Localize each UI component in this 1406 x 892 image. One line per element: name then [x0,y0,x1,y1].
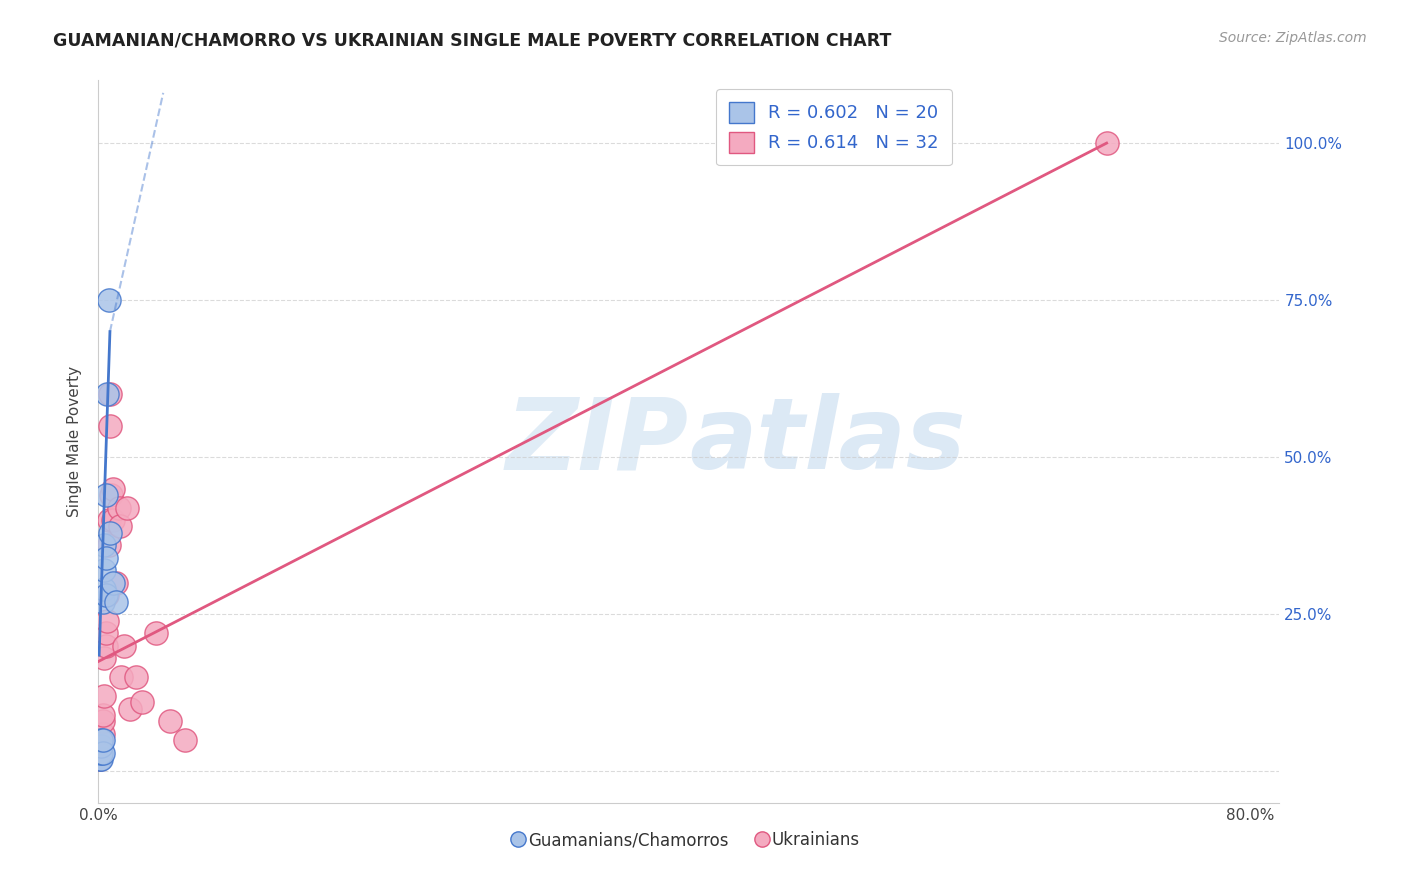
Point [91,595,114,609]
Point [94,488,117,502]
Point [115,500,138,515]
Point [90,752,112,766]
Legend: Guamanians/Chamorros, Ukrainians: Guamanians/Chamorros, Ukrainians [512,824,866,856]
Point [120,701,142,715]
Point [91,733,114,747]
Point [90,733,112,747]
Point [90,746,112,760]
Text: Source: ZipAtlas.com: Source: ZipAtlas.com [1219,31,1367,45]
Point [94,589,117,603]
Point [145,626,167,640]
Point [96,589,118,603]
Point [94,550,117,565]
Point [90,733,112,747]
Point [101,575,124,590]
Point [107,500,129,515]
Point [98,525,121,540]
Point [108,519,131,533]
Point [89,746,111,760]
Point [91,727,114,741]
Point [1095,136,1118,150]
Point [93,538,115,552]
Point [91,746,114,760]
Point [98,387,121,401]
Point [96,614,118,628]
Point [101,513,124,527]
Point [93,689,115,703]
Point [90,739,112,754]
Point [131,695,153,709]
Point [91,714,114,728]
Point [94,626,117,640]
Point [110,670,132,684]
Point [159,714,181,728]
Point [91,707,114,722]
Point [94,639,117,653]
Point [112,639,135,653]
Point [173,733,195,747]
Text: ZIP: ZIP [506,393,689,490]
Point [125,670,148,684]
Point [98,418,121,433]
Point [97,513,120,527]
Point [96,387,118,401]
Point [90,739,112,754]
Point [104,595,127,609]
Point [104,575,127,590]
Point [93,651,115,665]
Point [97,293,120,308]
Text: GUAMANIAN/CHAMORRO VS UKRAINIAN SINGLE MALE POVERTY CORRELATION CHART: GUAMANIAN/CHAMORRO VS UKRAINIAN SINGLE M… [53,31,891,49]
Point [89,752,111,766]
Point [101,482,124,496]
Text: atlas: atlas [689,393,966,490]
Point [100,488,122,502]
Point [89,752,111,766]
Point [97,538,120,552]
Point [93,582,115,597]
Point [93,563,115,577]
Y-axis label: Single Male Poverty: Single Male Poverty [67,366,83,517]
